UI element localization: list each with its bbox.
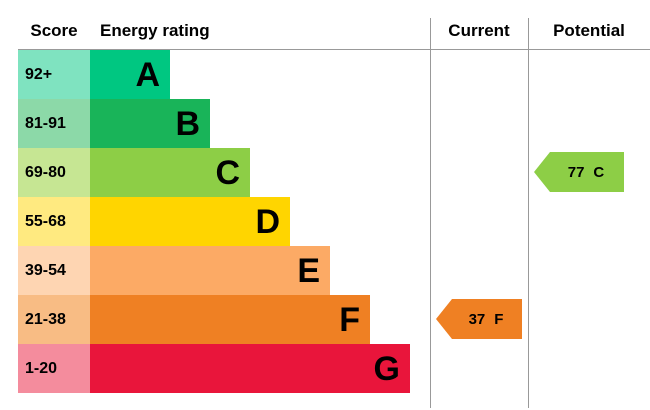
header-divider	[18, 49, 650, 50]
potential-column-header: Potential	[553, 21, 625, 40]
rating-row-e: 39-54 E	[18, 246, 410, 295]
energy-rating-column-header: Energy rating	[100, 21, 210, 40]
score-range-label: 92+	[18, 50, 90, 99]
rating-bar-g: G	[90, 344, 410, 393]
rating-row-c: 69-80 C	[18, 148, 410, 197]
score-range-label: 1-20	[18, 344, 90, 393]
score-range-label: 55-68	[18, 197, 90, 246]
rating-bar-c: C	[90, 148, 250, 197]
potential-rating-value: 77	[567, 163, 585, 181]
rating-bar-f: F	[90, 295, 370, 344]
score-column-header: Score	[30, 21, 78, 40]
current-rating-value: 37	[468, 310, 486, 328]
score-range-label: 39-54	[18, 246, 90, 295]
rating-bar-d: D	[90, 197, 290, 246]
current-rating-letter: F	[494, 310, 504, 328]
potential-rating-letter: C	[593, 163, 605, 181]
rating-bar-a: A	[90, 50, 170, 99]
rating-bar-e: E	[90, 246, 330, 295]
current-column-divider	[430, 18, 431, 408]
rating-row-a: 92+ A	[18, 50, 410, 99]
current-column-header: Current	[448, 21, 510, 40]
score-range-label: 21-38	[18, 295, 90, 344]
potential-column-divider	[528, 18, 529, 408]
score-range-label: 69-80	[18, 148, 90, 197]
rating-bar-b: B	[90, 99, 210, 148]
rating-bands: 92+ A 81-91 B 69-80 C 55-68 D 39-54 E 21-38 F 1-20 G	[18, 50, 410, 393]
rating-row-g: 1-20 G	[18, 344, 410, 393]
potential-rating-arrow: 77 C	[534, 152, 624, 192]
rating-row-d: 55-68 D	[18, 197, 410, 246]
rating-row-b: 81-91 B	[18, 99, 410, 148]
current-rating-arrow: 37 F	[436, 299, 522, 339]
score-range-label: 81-91	[18, 99, 90, 148]
rating-row-f: 21-38 F	[18, 295, 410, 344]
